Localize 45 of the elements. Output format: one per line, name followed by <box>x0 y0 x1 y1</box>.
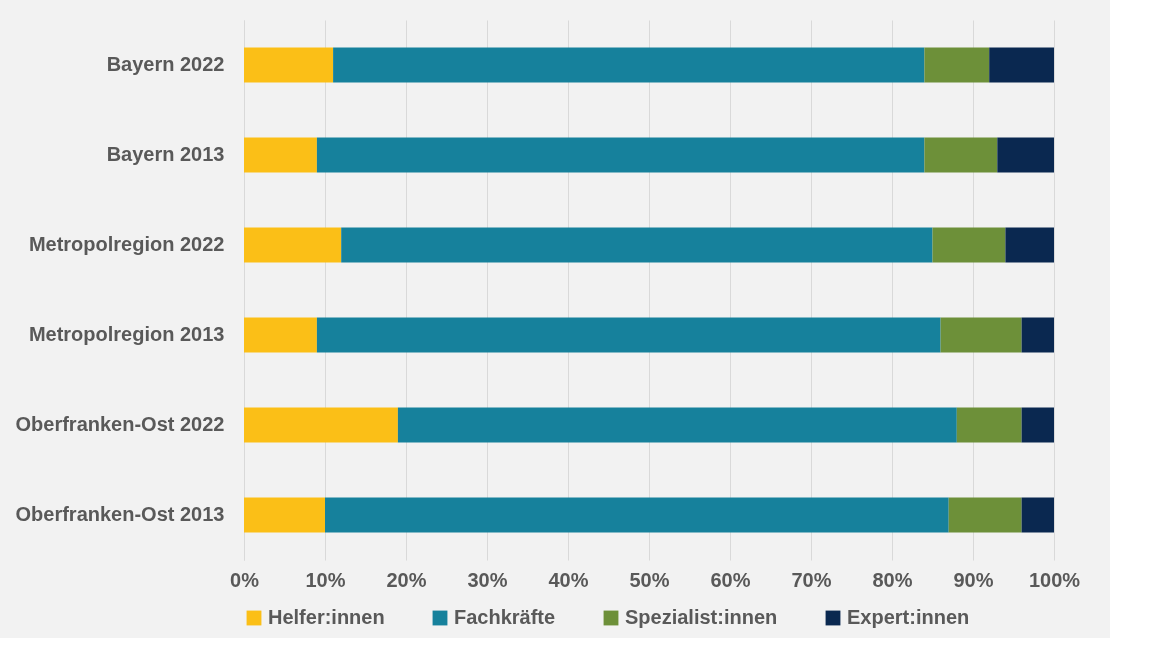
x-tick-label: 0% <box>230 568 260 591</box>
bar <box>997 137 1054 173</box>
bar <box>244 497 325 533</box>
bar <box>244 47 334 83</box>
bar <box>956 407 1022 443</box>
bar <box>989 47 1054 83</box>
y-tick-label: Oberfranken-Ost 2013 <box>15 503 225 525</box>
x-tick-label: 80% <box>872 568 913 591</box>
bar <box>341 227 933 263</box>
bar <box>1021 317 1054 353</box>
x-tick-label: 50% <box>629 568 670 591</box>
bar <box>932 227 1006 263</box>
bar <box>940 317 1022 353</box>
x-tick-label: 90% <box>953 568 994 591</box>
x-tick-label: 100% <box>1028 568 1081 591</box>
bar <box>1005 227 1054 263</box>
bar <box>924 137 998 173</box>
bar <box>1021 497 1054 533</box>
bar <box>1021 407 1054 443</box>
bar <box>325 497 949 533</box>
bar <box>924 47 990 83</box>
bar <box>948 497 1022 533</box>
y-tick-label: Metropolregion 2013 <box>28 323 225 345</box>
bar <box>316 137 925 173</box>
bar <box>244 227 342 263</box>
x-tick-label: 60% <box>710 568 751 591</box>
x-tick-label: 70% <box>791 568 832 591</box>
x-tick-label: 10% <box>305 568 346 591</box>
legend-label: Helfer:innen <box>268 606 385 628</box>
bar <box>316 317 941 353</box>
x-tick-label: 30% <box>467 568 508 591</box>
bar <box>333 47 925 83</box>
bar <box>244 317 317 353</box>
legend-label: Fachkräfte <box>454 606 556 628</box>
bar <box>397 407 957 443</box>
bar <box>244 137 317 173</box>
legend-label: Spezialist:innen <box>625 606 778 628</box>
x-tick-label: 40% <box>548 568 589 591</box>
bar <box>244 407 398 443</box>
legend-label: Expert:innen <box>847 606 970 628</box>
y-tick-label: Bayern 2013 <box>106 143 225 165</box>
y-tick-label: Oberfranken-Ost 2022 <box>15 413 225 435</box>
y-tick-label: Bayern 2022 <box>106 53 225 75</box>
x-tick-label: 20% <box>386 568 427 591</box>
y-tick-label: Metropolregion 2022 <box>28 233 225 255</box>
